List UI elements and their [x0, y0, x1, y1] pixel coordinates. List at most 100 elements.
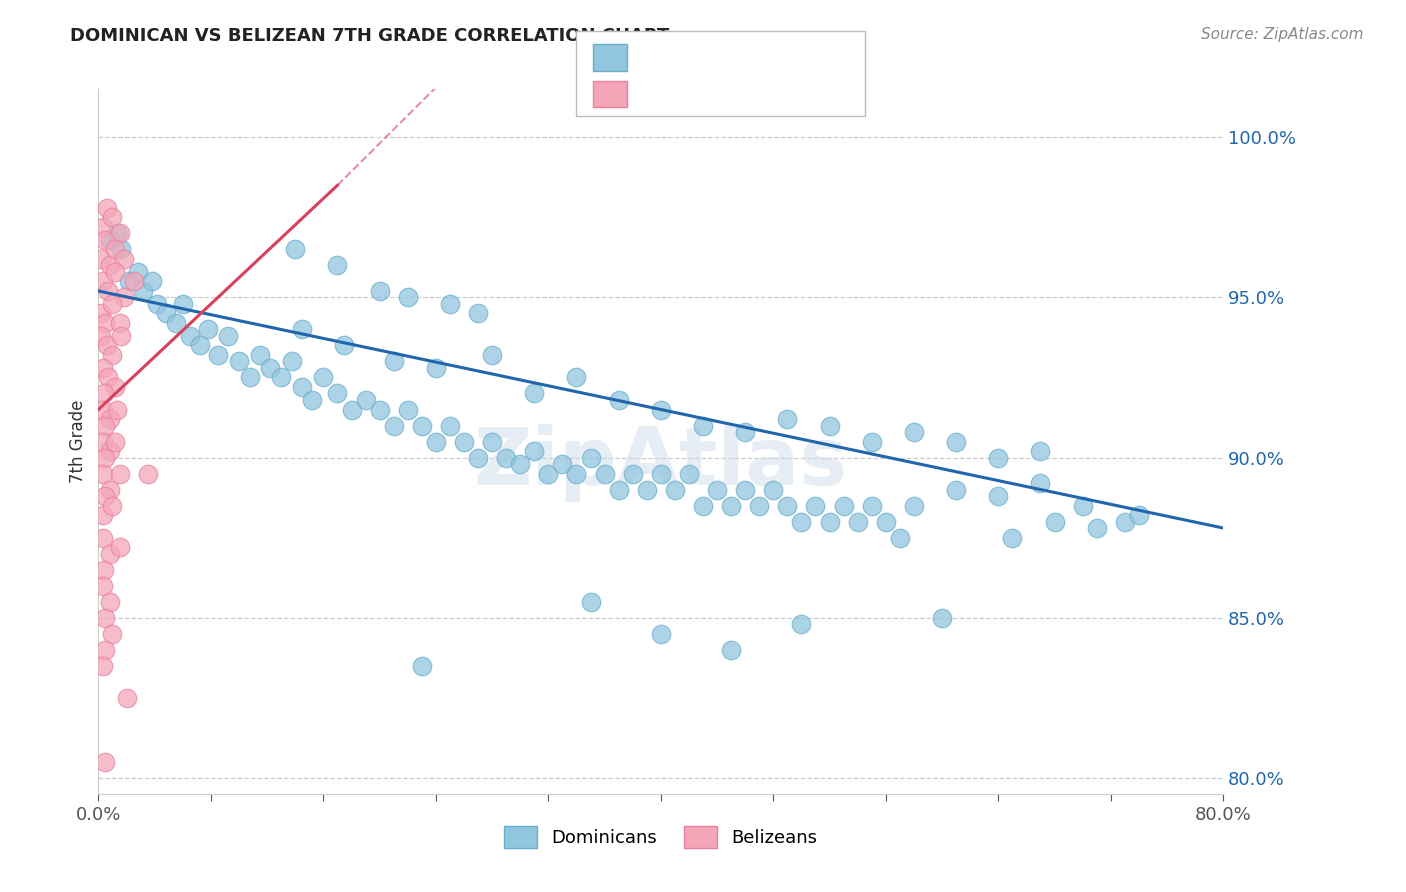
Point	[411, 658, 433, 673]
Point	[312, 370, 335, 384]
Point	[91, 508, 114, 523]
Point	[104, 265, 127, 279]
Point	[91, 579, 114, 593]
Point	[165, 316, 187, 330]
Point	[96, 201, 118, 215]
Point	[734, 425, 756, 439]
Point	[692, 418, 714, 433]
Point	[94, 418, 117, 433]
Text: Source: ZipAtlas.com: Source: ZipAtlas.com	[1201, 27, 1364, 42]
Point	[228, 354, 250, 368]
Point	[105, 402, 128, 417]
Point	[94, 450, 117, 465]
Point	[207, 348, 229, 362]
Point	[94, 316, 117, 330]
Point	[101, 348, 124, 362]
Text: 0.207: 0.207	[675, 84, 738, 102]
Point	[565, 467, 588, 481]
Point	[98, 233, 121, 247]
Text: DOMINICAN VS BELIZEAN 7TH GRADE CORRELATION CHART: DOMINICAN VS BELIZEAN 7TH GRADE CORRELAT…	[70, 27, 669, 45]
Point	[98, 547, 121, 561]
Point	[326, 259, 349, 273]
Point	[101, 211, 124, 225]
Point	[97, 284, 120, 298]
Y-axis label: 7th Grade: 7th Grade	[69, 400, 87, 483]
Point	[439, 418, 461, 433]
Point	[249, 348, 271, 362]
Point	[93, 386, 115, 401]
Point	[453, 434, 475, 449]
Point	[945, 434, 967, 449]
Point	[291, 380, 314, 394]
Point	[132, 284, 155, 298]
Point	[523, 386, 546, 401]
Point	[1071, 499, 1094, 513]
Point	[804, 499, 827, 513]
Point	[875, 515, 897, 529]
Point	[94, 642, 117, 657]
Point	[579, 595, 602, 609]
Point	[108, 541, 131, 555]
Point	[155, 306, 177, 320]
Point	[776, 412, 799, 426]
Point	[91, 467, 114, 481]
Point	[1128, 508, 1150, 523]
Point	[382, 354, 405, 368]
Point	[1043, 515, 1066, 529]
Point	[94, 489, 117, 503]
Point	[188, 338, 211, 352]
Point	[396, 402, 419, 417]
Point	[903, 499, 925, 513]
Point	[101, 499, 124, 513]
Point	[94, 611, 117, 625]
Point	[284, 243, 307, 257]
Text: R =: R =	[634, 47, 673, 66]
Point	[340, 402, 363, 417]
Point	[425, 360, 447, 375]
Point	[108, 316, 131, 330]
Point	[101, 626, 124, 640]
Point	[141, 274, 163, 288]
Point	[301, 392, 323, 407]
Point	[481, 348, 503, 362]
Point	[239, 370, 262, 384]
Point	[382, 418, 405, 433]
Point	[98, 444, 121, 458]
Point	[91, 360, 114, 375]
Point	[1029, 476, 1052, 491]
Point	[94, 233, 117, 247]
Point	[146, 297, 169, 311]
Point	[104, 434, 127, 449]
Point	[1029, 444, 1052, 458]
Point	[90, 329, 112, 343]
Text: R =: R =	[634, 84, 673, 102]
Point	[748, 499, 770, 513]
Point	[678, 467, 700, 481]
Point	[818, 515, 841, 529]
Point	[860, 499, 883, 513]
Point	[112, 290, 135, 304]
Point	[122, 274, 145, 288]
Point	[523, 444, 546, 458]
Point	[650, 467, 672, 481]
Point	[108, 227, 131, 241]
Point	[467, 306, 489, 320]
Point	[98, 259, 121, 273]
Point	[91, 434, 114, 449]
Point	[593, 467, 616, 481]
Point	[396, 290, 419, 304]
Point	[650, 626, 672, 640]
Point	[537, 467, 560, 481]
Text: N =: N =	[741, 84, 780, 102]
Point	[832, 499, 855, 513]
Point	[579, 450, 602, 465]
Point	[179, 329, 201, 343]
Point	[692, 499, 714, 513]
Point	[931, 611, 953, 625]
Text: 105: 105	[785, 47, 823, 66]
Point	[509, 457, 531, 471]
Point	[112, 252, 135, 266]
Text: N =: N =	[741, 47, 780, 66]
Point	[762, 483, 785, 497]
Point	[467, 450, 489, 465]
